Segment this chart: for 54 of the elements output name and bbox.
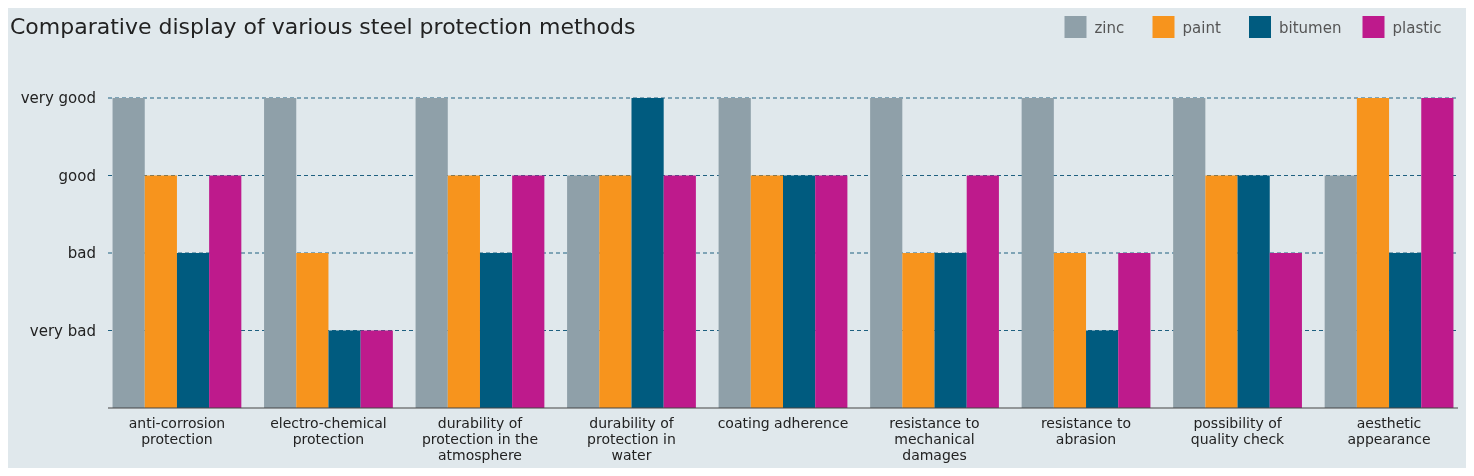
legend-label: bitumen <box>1279 19 1342 37</box>
bar <box>1389 253 1422 408</box>
bar <box>1021 98 1054 408</box>
bar <box>1237 175 1270 408</box>
ref-line-label: good <box>58 166 96 185</box>
bar <box>176 253 210 408</box>
x-tick-label: resistance to mechanical damages <box>889 415 980 463</box>
ref-line-label: very good <box>20 89 96 107</box>
bar <box>1356 98 1390 408</box>
bar <box>1086 330 1119 408</box>
bar <box>567 175 600 408</box>
legend-label: zinc <box>1094 19 1125 37</box>
x-tick-label: anti-corrosion protection <box>128 415 226 447</box>
bar <box>966 175 999 408</box>
bar <box>1118 253 1151 408</box>
bar <box>144 175 177 408</box>
bar <box>209 175 242 408</box>
chart-title: Comparative display of various steel protection methods <box>10 14 636 39</box>
ref-line-label: bad <box>67 244 96 262</box>
bar <box>902 253 935 408</box>
bar <box>360 330 393 408</box>
ref-line-label: very bad <box>29 321 96 340</box>
x-tick-label: durability of protection in the atmosphere <box>421 415 539 463</box>
bar <box>750 175 783 408</box>
bar <box>512 175 545 408</box>
bar <box>479 253 513 408</box>
bar <box>1053 253 1087 408</box>
bar <box>599 175 632 408</box>
bar <box>663 175 696 408</box>
bar <box>1269 253 1302 408</box>
bar <box>447 175 480 408</box>
bar <box>1173 98 1206 408</box>
bar <box>1205 175 1238 408</box>
bar <box>112 98 145 408</box>
x-tick-label: electro-chemical protection <box>270 415 387 447</box>
bar <box>815 175 848 408</box>
bar <box>783 175 816 408</box>
x-tick-label: coating adherence <box>717 415 849 431</box>
x-tick-label: possibility of quality check <box>1190 415 1286 447</box>
x-tick-label: durability of protection in water <box>587 415 676 463</box>
bar <box>1324 175 1357 408</box>
bar <box>296 253 329 408</box>
bar <box>328 330 361 408</box>
bar <box>415 98 448 408</box>
bar <box>1421 98 1454 408</box>
bar <box>264 98 297 408</box>
legend-label: plastic <box>1392 19 1442 37</box>
bar <box>718 98 751 408</box>
bar <box>631 98 664 408</box>
legend-label: paint <box>1182 19 1221 37</box>
bar <box>870 98 903 408</box>
x-tick-label: aesthetic appearance <box>1347 415 1431 447</box>
bar <box>934 253 967 408</box>
x-tick-label: resistance to abrasion <box>1040 415 1132 447</box>
